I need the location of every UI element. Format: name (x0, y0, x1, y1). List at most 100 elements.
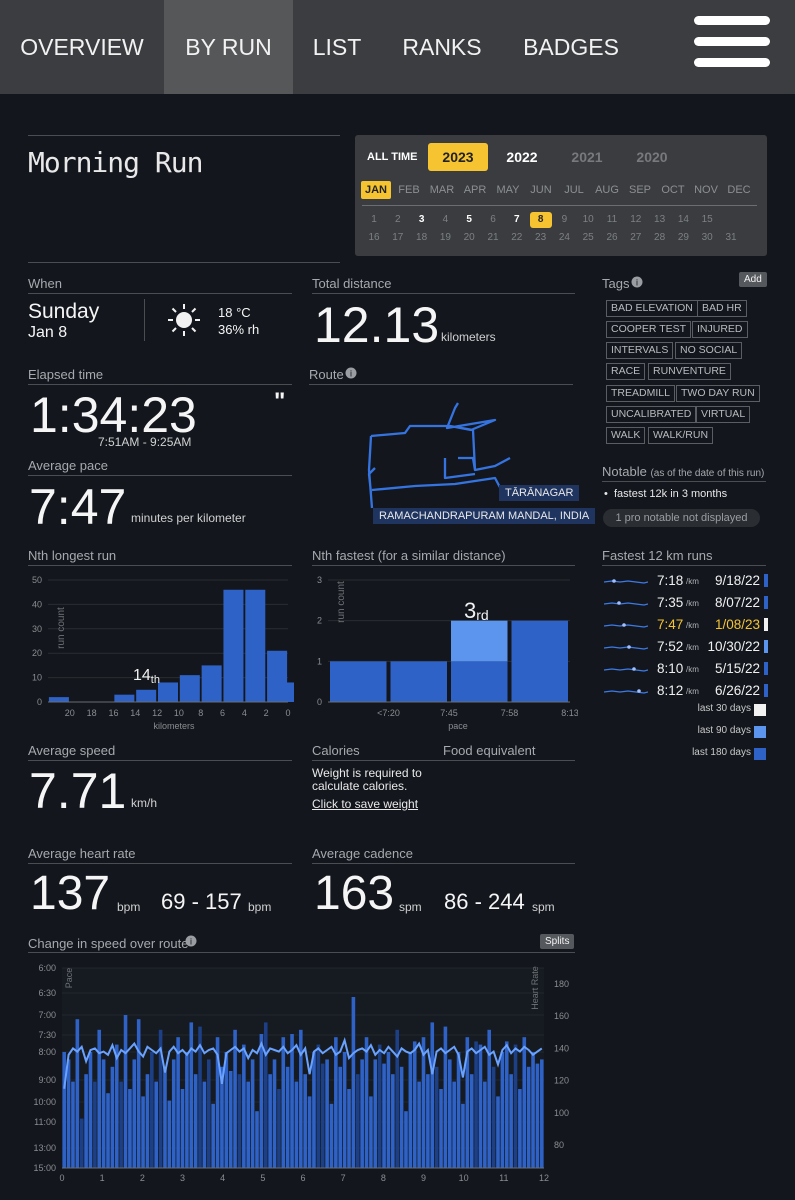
year-2023[interactable]: 2023 (428, 143, 488, 171)
day-15[interactable]: 15 (701, 214, 713, 225)
day-27[interactable]: 27 (630, 232, 642, 243)
day-4[interactable]: 4 (442, 214, 449, 225)
humidity: 36% rh (218, 322, 260, 337)
tag-walk-run[interactable]: WALK/RUN (648, 427, 714, 444)
tag-bad-elevation[interactable]: BAD ELEVATION (606, 300, 698, 317)
tab-overview[interactable]: OVERVIEW (20, 34, 144, 60)
day-28[interactable]: 28 (654, 232, 666, 243)
info-icon[interactable]: i (631, 276, 643, 288)
fastest-run-row[interactable]: 7:47/km 1/08/23 (603, 616, 768, 636)
fastest-run-row[interactable]: 7:18/km 9/18/22 (603, 572, 768, 592)
month-dec[interactable]: DEC (727, 184, 751, 196)
fastest-run-row[interactable]: 7:35/km 8/07/22 (603, 594, 768, 614)
day-8[interactable]: 8 (529, 212, 552, 228)
y-tick-label: 9:00 (38, 1075, 56, 1085)
run-title[interactable]: Morning Run (28, 146, 203, 179)
day-23[interactable]: 23 (535, 232, 547, 243)
tag-runventure[interactable]: RUNVENTURE (648, 363, 731, 380)
menu-icon[interactable] (694, 14, 772, 70)
pace-bar (88, 1052, 93, 1168)
day-16[interactable]: 16 (368, 232, 380, 243)
day-14[interactable]: 14 (677, 214, 689, 225)
day-9[interactable]: 9 (561, 214, 568, 225)
bar (278, 682, 294, 702)
svg-text:i: i (636, 278, 638, 288)
tag-injured[interactable]: INJURED (692, 321, 748, 338)
day-1[interactable]: 1 (371, 214, 377, 225)
splits-button[interactable]: Splits (540, 934, 575, 949)
x-tick-label: 4 (220, 1173, 225, 1183)
fastest-date: 6/26/22 (714, 683, 760, 698)
fastest-run-row[interactable]: 8:10/km 5/15/22 (603, 660, 768, 680)
all-time-button[interactable]: ALL TIME (367, 151, 418, 163)
month-oct[interactable]: OCT (661, 184, 685, 196)
elapsed-value: 1:34:23 (30, 387, 197, 443)
pace-bar (171, 1059, 176, 1168)
tag-walk[interactable]: WALK (606, 427, 646, 444)
route-label: Route (309, 367, 344, 382)
fastest-unit: /km (686, 643, 699, 652)
day-2[interactable]: 2 (395, 214, 401, 225)
year-2021[interactable]: 2021 (571, 149, 603, 165)
year-2020[interactable]: 2020 (636, 149, 668, 165)
tab-badges[interactable]: BADGES (523, 34, 619, 60)
day-18[interactable]: 18 (416, 232, 428, 243)
pro-notable-badge[interactable]: 1 pro notable not displayed (603, 509, 760, 527)
day-20[interactable]: 20 (463, 232, 475, 243)
tag-no-social[interactable]: NO SOCIAL (675, 342, 743, 359)
pace-bar (277, 1089, 281, 1168)
day-17[interactable]: 17 (392, 232, 404, 243)
sparkline-icon (604, 645, 648, 650)
add-tag-button[interactable]: Add (739, 272, 767, 287)
month-apr[interactable]: APR (463, 184, 487, 196)
day-21[interactable]: 21 (487, 232, 499, 243)
tab-ranks[interactable]: RANKS (402, 34, 482, 60)
month-sep[interactable]: SEP (628, 184, 651, 196)
month-mar[interactable]: MAR (429, 184, 455, 196)
day-11[interactable]: 11 (606, 214, 618, 225)
tag-uncalibrated[interactable]: UNCALIBRATED (606, 406, 697, 423)
info-icon[interactable]: i (345, 367, 357, 379)
month-feb[interactable]: FEB (398, 184, 420, 196)
tag-bad-hr[interactable]: BAD HR (697, 300, 747, 317)
year-2022[interactable]: 2022 (506, 149, 538, 165)
pace-bar (386, 1052, 391, 1168)
month-aug[interactable]: AUG (595, 184, 619, 196)
month-may[interactable]: MAY (496, 184, 520, 196)
month-jul[interactable]: JUL (564, 184, 584, 196)
tag-treadmill[interactable]: TREADMILL (606, 385, 675, 402)
day-30[interactable]: 30 (701, 232, 713, 243)
tag-race[interactable]: RACE (606, 363, 646, 380)
day-7[interactable]: 7 (514, 214, 520, 225)
day-24[interactable]: 24 (558, 232, 570, 243)
route-map[interactable] (355, 398, 555, 518)
fastest-run-row[interactable]: 7:52/km 10/30/22 (603, 638, 768, 658)
x-tick-label: 9 (421, 1173, 426, 1183)
tag-cooper-test[interactable]: COOPER TEST (606, 321, 692, 338)
day-22[interactable]: 22 (511, 232, 523, 243)
tab-list[interactable]: LIST (312, 34, 362, 60)
fastest-run-row[interactable]: 8:12/km 6/26/22 (603, 682, 768, 702)
info-icon[interactable]: i (185, 935, 197, 947)
x-tick-label: 10 (174, 708, 184, 718)
month-nov[interactable]: NOV (694, 184, 718, 196)
day-5[interactable]: 5 (466, 214, 472, 225)
month-jun[interactable]: JUN (530, 184, 552, 196)
day-10[interactable]: 10 (582, 214, 594, 225)
day-3[interactable]: 3 (418, 214, 425, 225)
tag-virtual[interactable]: VIRTUAL (696, 406, 751, 423)
day-26[interactable]: 26 (606, 232, 618, 243)
tag-intervals[interactable]: INTERVALS (606, 342, 674, 359)
x-tick-label: 7:45 (440, 708, 458, 718)
day-6[interactable]: 6 (490, 214, 496, 225)
day-31[interactable]: 31 (725, 232, 737, 243)
day-25[interactable]: 25 (582, 232, 594, 243)
month-jan[interactable]: JAN (361, 181, 391, 199)
day-29[interactable]: 29 (677, 232, 689, 243)
tag-two-day-run[interactable]: TWO DAY RUN (676, 385, 760, 402)
day-12[interactable]: 12 (630, 214, 642, 225)
day-19[interactable]: 19 (439, 232, 451, 243)
tab-by-run[interactable]: BY RUN (164, 0, 293, 94)
day-13[interactable]: 13 (654, 214, 666, 225)
save-weight-link[interactable]: Click to save weight (312, 797, 419, 811)
